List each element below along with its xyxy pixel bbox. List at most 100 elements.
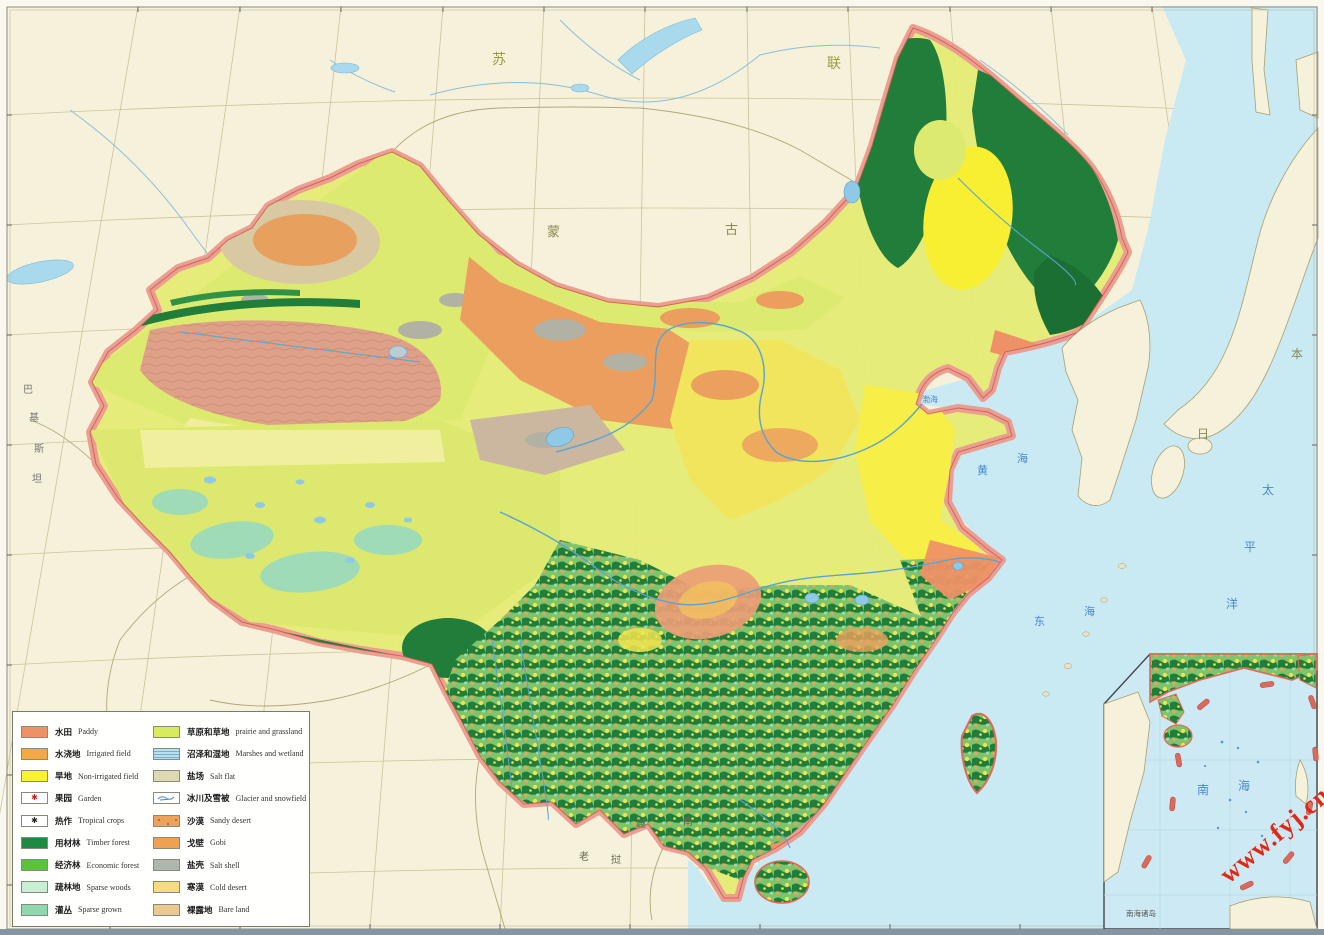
label-east-sea-char2: 海	[1084, 604, 1095, 618]
legend-zh: 戈壁	[187, 837, 205, 848]
legend-zh: 盐壳	[187, 860, 205, 870]
legend-item-prairie: 草原和草地 prairie and grassland	[153, 721, 306, 742]
label-pacific-char2: 平	[1244, 540, 1256, 554]
label-pakistan-char2: 基	[29, 411, 39, 424]
legend-item-salt-shell: 盐壳 Salt shell	[153, 855, 306, 876]
legend-zh: 沙漠	[187, 815, 205, 826]
legend-zh: 灌丛	[55, 904, 73, 915]
korea-peninsula	[1061, 299, 1151, 506]
tropical-star-icon: ✱	[31, 815, 38, 825]
legend-en: Irrigated field	[86, 749, 131, 759]
sparse-woods-swatch	[21, 881, 48, 894]
label-south-sea-char2: 海	[1238, 778, 1250, 793]
legend-item-sandy-desert: 沙漠 Sandy desert	[153, 810, 306, 831]
legend-item-bare-land: 裸露地 Bare land	[153, 899, 306, 920]
hainan-island	[754, 860, 810, 904]
japan-islands	[1151, 7, 1319, 499]
legend-zh: 疏林地	[55, 882, 81, 893]
salt-flat-swatch	[153, 770, 180, 782]
legend-en: Cold desert	[210, 882, 247, 892]
bare-land-swatch	[153, 903, 180, 916]
timber-forest-swatch	[21, 836, 48, 849]
page-bottom-edge	[0, 929, 1324, 935]
legend-right-column: 草原和草地 prairie and grassland 沼泽和湿地 Marshe…	[153, 721, 306, 920]
legend-en: Salt flat	[210, 771, 236, 781]
label-soviet-union-char2: 联	[827, 55, 841, 71]
legend-en: prairie and grassland	[235, 727, 303, 736]
legend-en: Paddy	[78, 727, 99, 736]
legend-zh: 果园	[55, 793, 73, 804]
cold-desert-swatch	[153, 881, 180, 894]
legend-zh: 热作	[55, 815, 73, 826]
legend-zh: 草原和草地	[187, 726, 230, 737]
label-pacific-char3: 洋	[1226, 596, 1238, 611]
label-vietnam-char2: 南	[683, 815, 693, 828]
legend-item-glacier: 冰川及雪被 Glacier and snowfield	[153, 788, 306, 809]
label-yellow-sea-char2: 海	[1017, 451, 1028, 465]
legend-item-paddy: 水田 Paddy	[21, 721, 147, 742]
foreign-lakes	[6, 17, 703, 285]
legend-item-tropical-crops: ✱ 热作 Tropical crops	[21, 810, 147, 831]
legend-item-economic-forest: 经济林 Economic forest	[21, 855, 147, 876]
tropical-crops-swatch: ✱	[21, 814, 48, 827]
label-pakistan-char4: 坦	[32, 472, 42, 485]
legend-item-salt-flat: 盐场 Salt flat	[153, 766, 306, 787]
label-yellow-sea-char1: 黄	[977, 463, 988, 477]
label-vietnam-char1: 越	[636, 817, 646, 830]
inset-map-south-china-sea: 南 海 南海诸岛	[1103, 653, 1319, 930]
legend-zh: 沼泽和湿地	[187, 748, 230, 759]
label-pakistan-char1: 巴	[23, 384, 33, 396]
label-bohai-sea: 渤海	[922, 394, 938, 404]
sandy-desert-swatch	[153, 814, 180, 827]
legend-item-gobi: 戈壁 Gobi	[153, 832, 306, 853]
non-irrigated-swatch	[21, 770, 48, 782]
glacier-swatch	[153, 792, 180, 805]
legend-item-sparse-woods: 疏林地 Sparse woods	[21, 877, 147, 898]
legend-zh: 水田	[55, 726, 73, 737]
legend-en: Sparse grown	[78, 905, 122, 914]
map-frame	[6, 6, 1318, 930]
china-region	[86, 24, 1132, 902]
label-soviet-union-char1: 苏	[492, 51, 506, 67]
label-japan-char1: 日	[1197, 427, 1209, 441]
legend-en: Gobi	[210, 838, 227, 848]
legend-zh: 旱地	[55, 771, 73, 781]
legend-item-garden: ✱ 果园 Garden	[21, 788, 147, 809]
garden-swatch: ✱	[21, 792, 48, 805]
label-laos-char2: 挝	[611, 853, 621, 866]
economic-forest-swatch	[21, 859, 48, 871]
legend-en: Tropical crops	[78, 816, 125, 825]
legend-item-non-irrigated: 旱地 Non-irrigated field	[21, 766, 147, 787]
label-mongolia-char2: 古	[725, 222, 738, 237]
legend-en: Non-irrigated field	[78, 771, 139, 781]
ryukyu-islands	[1042, 563, 1127, 697]
map-labels: 苏 联 蒙 古 巴 基 斯 坦 老 挝 越 南 日 本 渤海 黄 海 东 海 太…	[23, 51, 1303, 866]
paddy-swatch	[21, 725, 48, 738]
salt-shell-swatch	[153, 859, 180, 871]
nine-dash-line	[1141, 681, 1319, 891]
legend-en: Economic forest	[86, 860, 140, 870]
label-south-sea-char1: 南	[1197, 782, 1209, 797]
legend-en: Glacier and snowfield	[235, 793, 307, 803]
legend-left-column: 水田 Paddy 水浇地 Irrigated field 旱地 Non-irri…	[21, 721, 147, 920]
china-landuse-fills	[90, 38, 1118, 880]
legend-item-cold-desert: 寒漠 Cold desert	[153, 877, 306, 898]
label-japan-char2: 本	[1291, 347, 1303, 361]
legend-en: Marshes and wetland	[235, 749, 304, 759]
legend-en: Bare land	[218, 905, 250, 914]
legend-zh: 盐场	[187, 771, 205, 781]
foreign-boundaries	[29, 106, 859, 930]
marshes-swatch	[153, 747, 180, 760]
legend-item-irrigated: 水浇地 Irrigated field	[21, 743, 147, 764]
gobi-swatch	[153, 836, 180, 849]
legend-en: Salt shell	[210, 860, 240, 870]
legend-zh: 冰川及雪被	[187, 793, 230, 804]
legend-zh: 经济林	[55, 860, 81, 870]
legend-zh: 用材林	[55, 837, 81, 848]
china-lakes	[388, 180, 964, 606]
sparse-grown-swatch	[21, 903, 48, 916]
inset-caption: 南海诸岛	[1126, 908, 1156, 918]
legend-en: Timber forest	[86, 838, 130, 848]
legend-item-timber-forest: 用材林 Timber forest	[21, 832, 147, 853]
